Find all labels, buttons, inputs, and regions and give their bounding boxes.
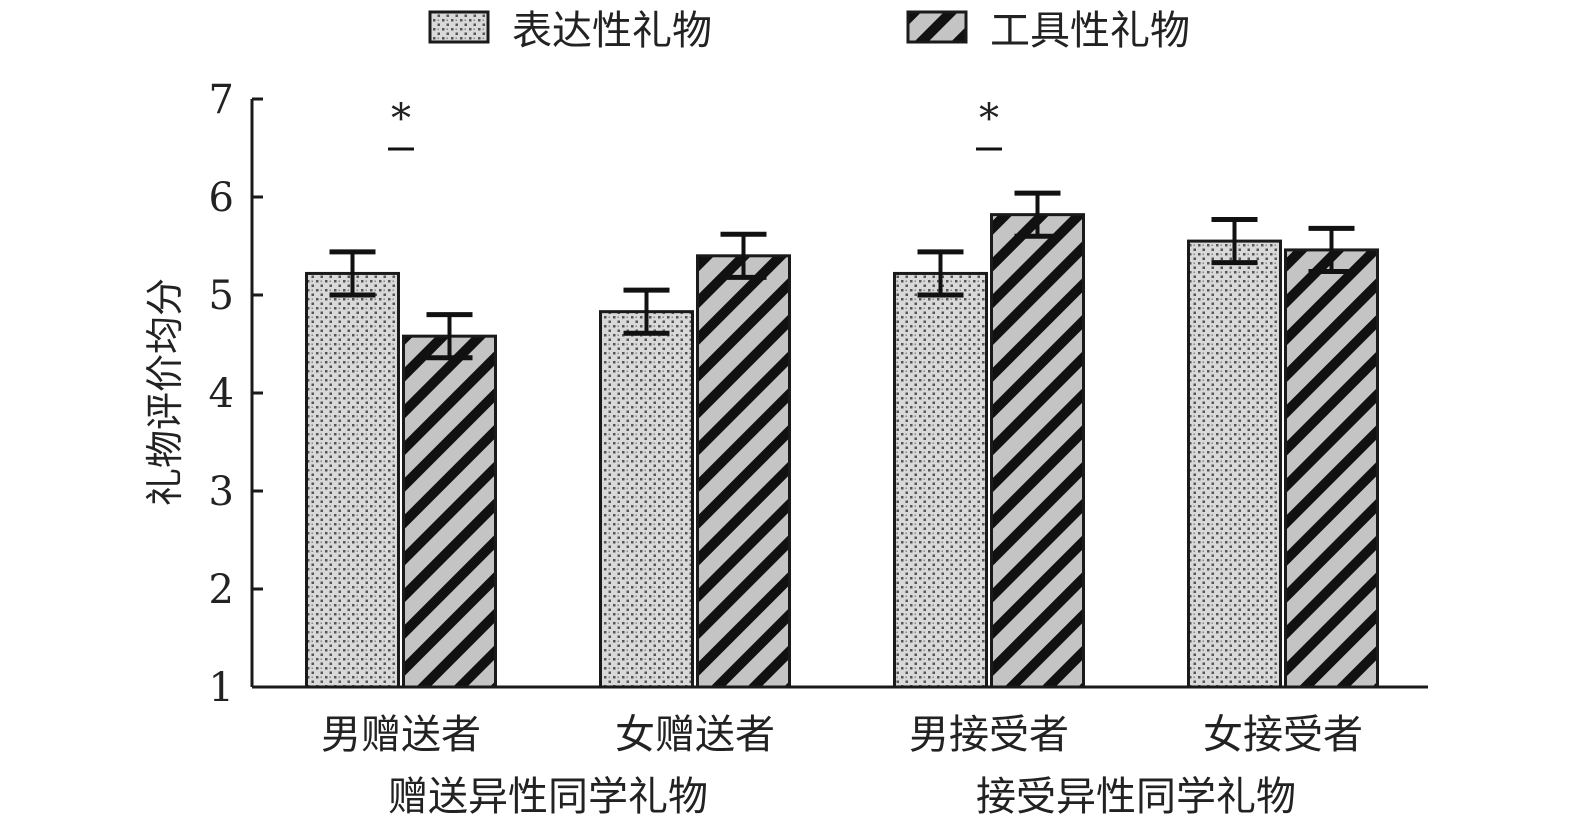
significance-annotations: * *	[388, 96, 1002, 151]
bar-expressive	[305, 271, 400, 689]
y-tick-label: 2	[209, 567, 234, 613]
bar-expressive	[893, 271, 988, 689]
legend-label-instrumental: 工具性礼物	[990, 8, 1190, 54]
significance-star: *	[979, 96, 999, 142]
x-group-label: 接受异性同学礼物	[976, 774, 1296, 820]
y-tick-label: 1	[209, 665, 234, 711]
bar-instrumental	[402, 334, 497, 689]
legend-swatch-expressive	[428, 10, 490, 44]
bar-instrumental	[1284, 248, 1379, 689]
bar-expressive	[599, 310, 694, 689]
y-tick-label: 3	[209, 469, 234, 515]
y-tick-label: 6	[209, 175, 234, 221]
x-category-label: 女接受者	[1203, 712, 1363, 758]
x-category-label: 男接受者	[909, 712, 1069, 758]
legend-item-expressive: 表达性礼物	[428, 8, 712, 54]
significance-star: *	[391, 96, 411, 142]
bar-instrumental	[696, 254, 791, 689]
legend-swatch-instrumental	[906, 10, 968, 44]
group-labels: 赠送异性同学礼物 接受异性同学礼物	[388, 774, 1296, 820]
y-tick-label: 4	[209, 371, 234, 417]
y-ticks: 1 2 3 4 5 6 7	[209, 77, 263, 711]
error-bars	[329, 190, 1355, 361]
y-tick-label: 7	[209, 77, 234, 123]
bars	[305, 213, 1379, 689]
legend: 表达性礼物 工具性礼物	[428, 8, 1190, 54]
x-category-label: 男赠送者	[321, 712, 481, 758]
bar-expressive	[1187, 239, 1282, 689]
legend-label-expressive: 表达性礼物	[512, 8, 712, 54]
bar-instrumental	[990, 213, 1085, 689]
x-category-label: 女赠送者	[615, 712, 775, 758]
category-labels: 男赠送者 女赠送者 男接受者 女接受者	[321, 712, 1363, 758]
x-group-label: 赠送异性同学礼物	[388, 774, 708, 820]
legend-item-instrumental: 工具性礼物	[906, 8, 1190, 54]
y-axis-label: 礼物评价均分	[143, 278, 187, 506]
y-tick-label: 5	[209, 273, 234, 319]
